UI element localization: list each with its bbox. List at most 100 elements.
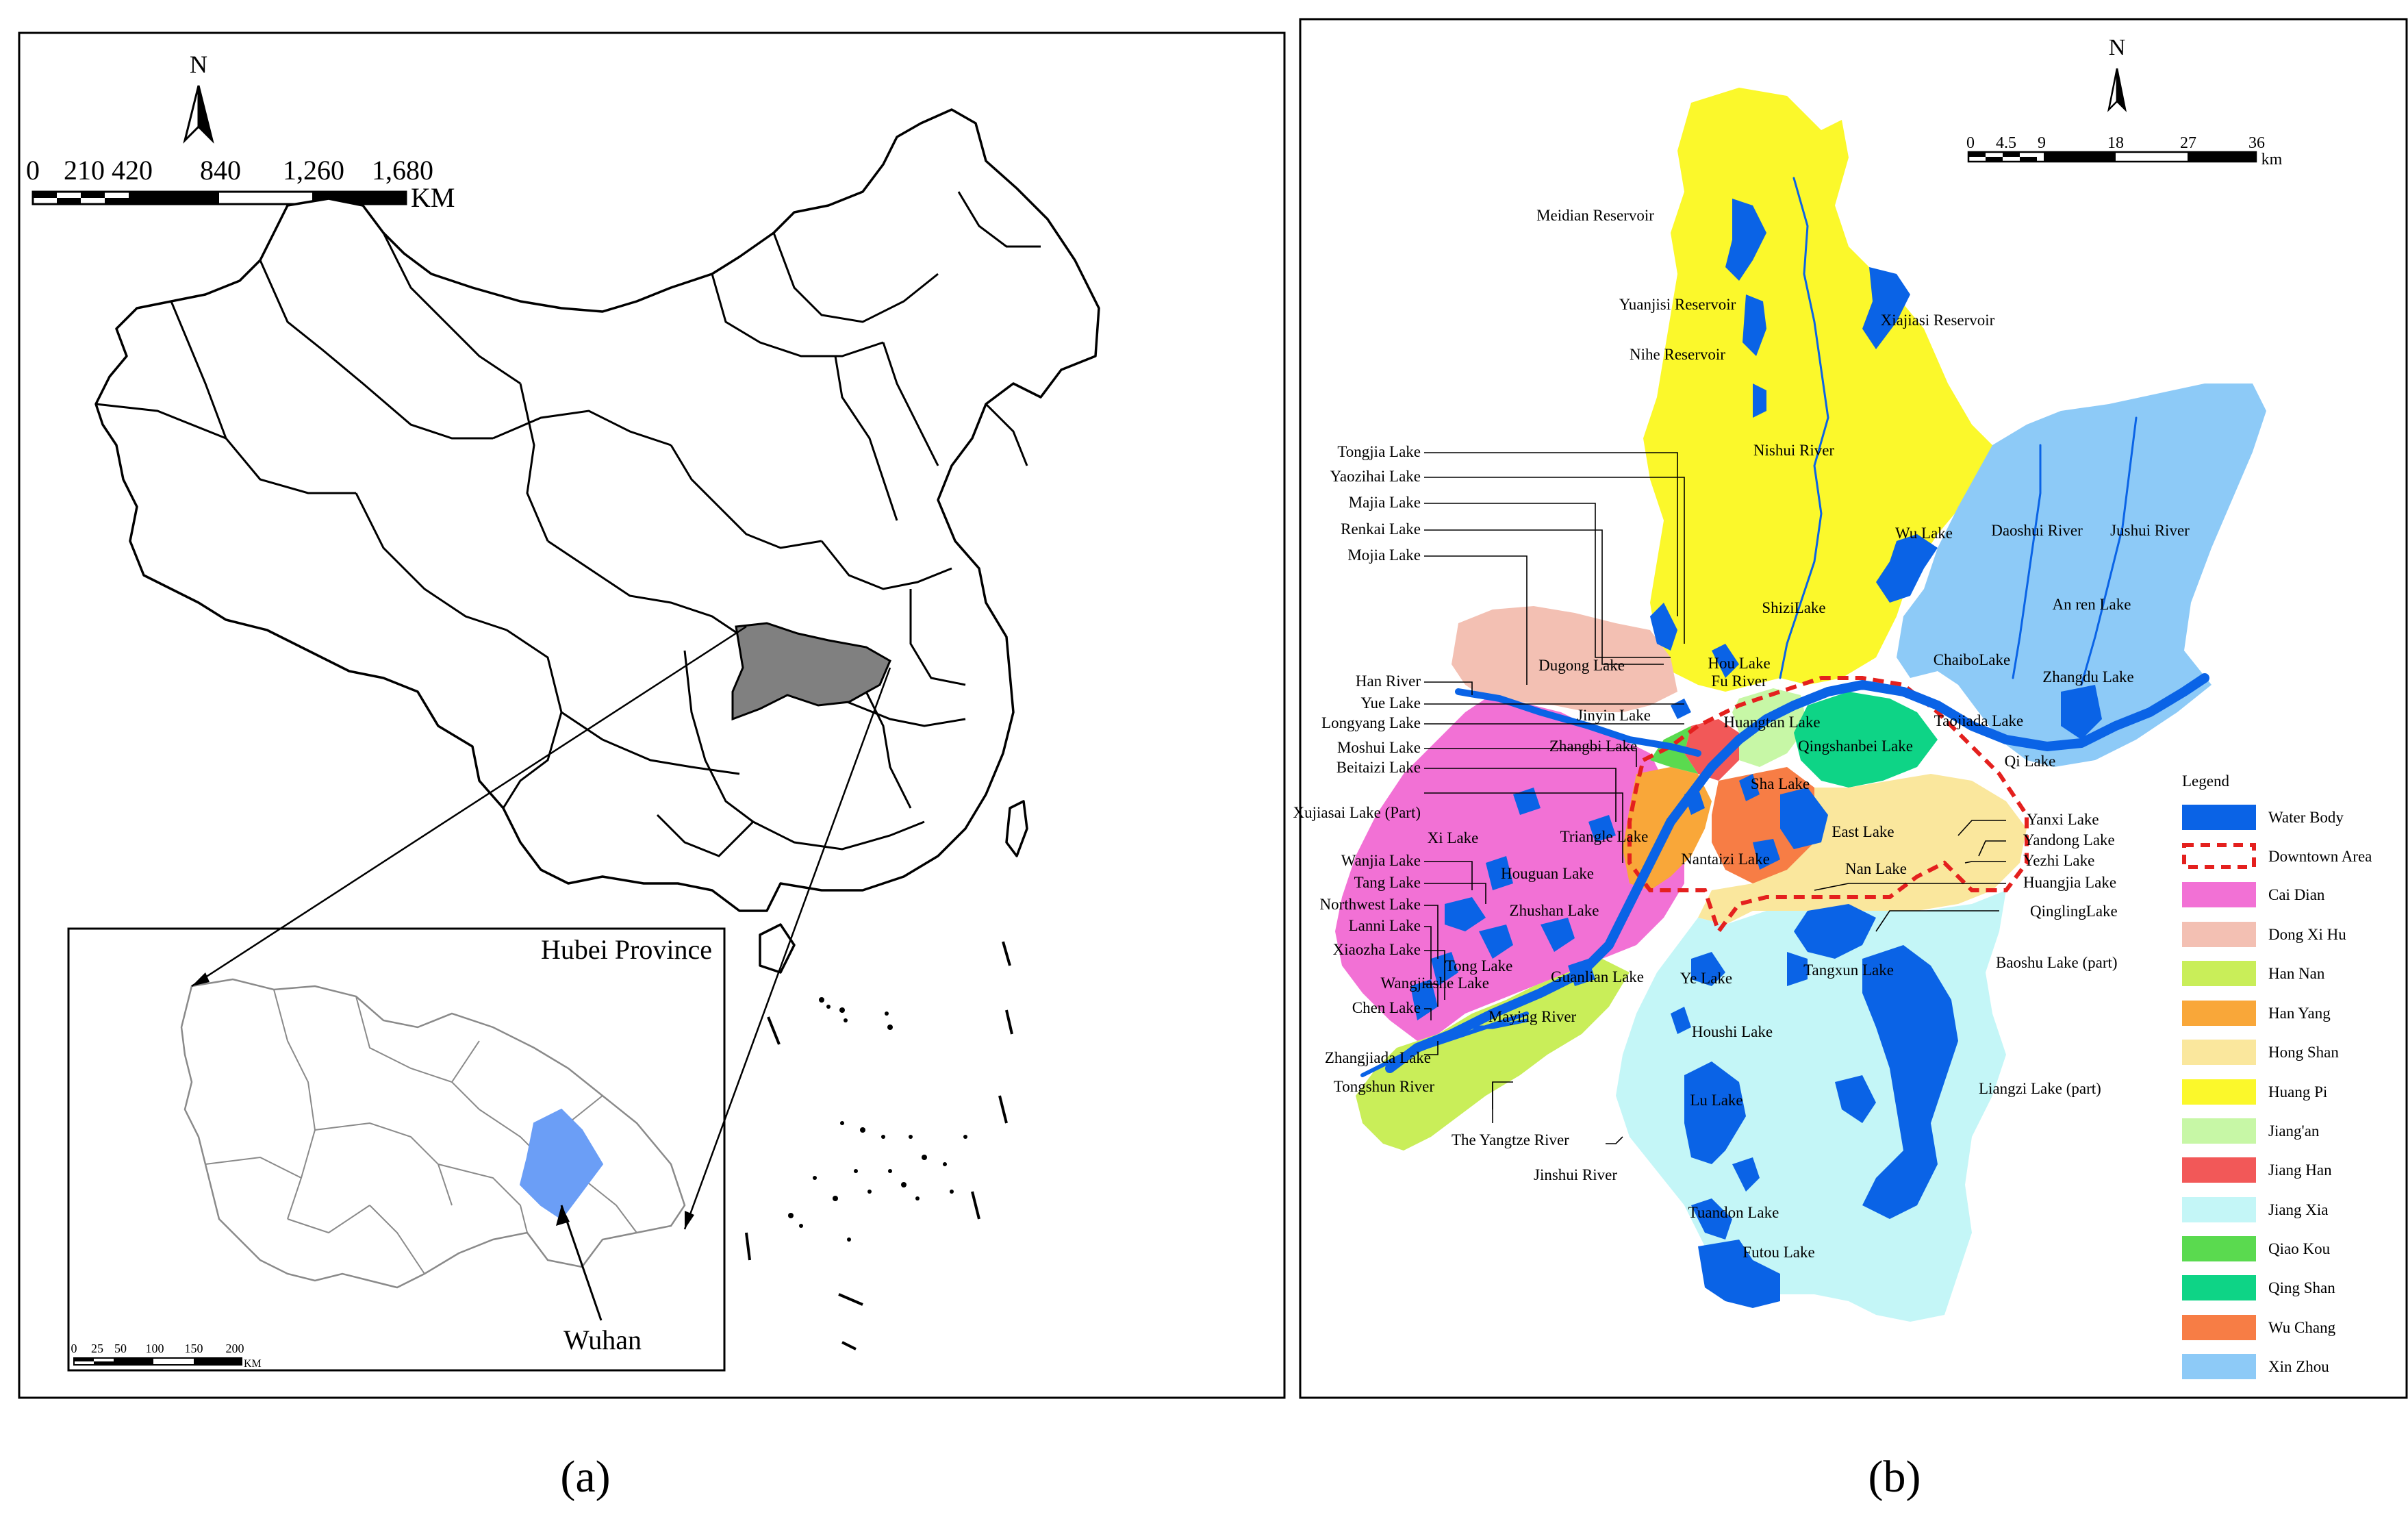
map-label: Jushui River — [2110, 522, 2190, 539]
map-label: Sha Lake — [1751, 775, 1810, 792]
map-label: Xi Lake — [1428, 829, 1479, 846]
leader-label: Yaozihai Lake — [1330, 468, 1421, 485]
map-label: Fu River — [1711, 672, 1766, 690]
legend-swatch-qiao-kou — [2182, 1236, 2256, 1261]
map-label: Ye Lake — [1680, 970, 1732, 987]
leader-label: Yanxi Lake — [2027, 811, 2099, 828]
map-label: Maying River — [1488, 1008, 1577, 1025]
map-label: Meidian Reservoir — [1536, 207, 1654, 224]
leader-label: Renkai Lake — [1341, 520, 1421, 538]
legend-item-label: Qiao Kou — [2268, 1240, 2331, 1257]
scale-b-tick-4: 27 — [2180, 134, 2196, 152]
legend-title: Legend — [2182, 772, 2229, 790]
scale-b-tick-5: 36 — [2248, 134, 2265, 152]
scale-b-tick-1: 4.5 — [1996, 134, 2016, 152]
han-river — [1455, 688, 1701, 757]
leader-label: Beitaizi Lake — [1336, 759, 1421, 776]
leader-label: Tongshun River — [1334, 1078, 1435, 1095]
north-label-a: N — [190, 51, 207, 78]
inset-scale-unit: KM — [244, 1358, 262, 1370]
leader-label-group-left: Tongjia Lake Yaozihai Lake Majia Lake Re… — [1293, 443, 2118, 1183]
scale-a-tick-4: 1,260 — [283, 155, 344, 186]
panel-a-caption: (a) — [560, 1452, 610, 1502]
legend-swatch-wu-chang — [2182, 1315, 2256, 1340]
scale-a-tick-3: 840 — [200, 155, 241, 186]
leader-label: Yue Lake — [1361, 694, 1421, 712]
legend-item-label: Water Body — [2268, 809, 2344, 826]
map-label: Nan Lake — [1845, 860, 1907, 877]
map-label: Daoshui River — [1991, 522, 2083, 539]
legend-item-label: Hong Shan — [2268, 1044, 2339, 1061]
legend-item-label: Jiang Han — [2268, 1161, 2332, 1179]
scale-b-tick-3: 18 — [2107, 134, 2124, 152]
map-label: Yuanjisi Reservoir — [1619, 296, 1736, 313]
district-qing-shan — [1794, 692, 1938, 788]
inset-title: Hubei Province — [541, 934, 712, 965]
legend-item-label: Downtown Area — [2268, 848, 2372, 865]
leader-label: Wangjiashe Lake — [1381, 975, 1489, 992]
leader-lines — [1424, 452, 2006, 1144]
nine-dash-line — [745, 941, 1013, 1350]
legend-item-label: Jiang'an — [2268, 1122, 2320, 1140]
leader-label: Xujiasai Lake (Part) — [1293, 804, 1421, 821]
wuhan-pointer-arrow — [556, 1205, 603, 1321]
rivers — [1360, 177, 2209, 1077]
scale-a-tick-5: 1,680 — [372, 155, 433, 186]
legend-item-label: Xin Zhou — [2268, 1358, 2329, 1375]
map-label: Qi Lake — [2005, 753, 2056, 770]
legend-swatch-jiang-xia — [2182, 1197, 2256, 1222]
map-label: Lu Lake — [1690, 1092, 1742, 1109]
legend-swatch-cai-dian — [2182, 882, 2256, 907]
leader-label: Lanni Lake — [1349, 917, 1421, 934]
leader-label: Huangjia Lake — [2023, 874, 2116, 891]
hubei-highlight — [731, 622, 891, 721]
leader-label: Wanjia Lake — [1341, 852, 1421, 869]
leader-label: Northwest Lake — [1319, 896, 1421, 913]
leader-label: Han River — [1356, 672, 1421, 690]
map-label: Tangxun Lake — [1803, 961, 1894, 979]
leader-label: Mojia Lake — [1347, 546, 1421, 564]
inset-scale-tick-0: 0 — [71, 1342, 77, 1355]
map-label: East Lake — [1832, 823, 1894, 840]
taiwan-outline — [1005, 800, 1028, 857]
leader-label: Baoshu Lake (part) — [1996, 954, 2118, 971]
leader-label: Chen Lake — [1352, 999, 1421, 1016]
zoom-lines — [191, 625, 891, 1230]
map-label: Tong Lake — [1445, 957, 1513, 975]
north-label-b: N — [2109, 35, 2126, 60]
legend-swatch-hong-shan — [2182, 1040, 2256, 1065]
map-label: Taojiada Lake — [1934, 712, 2024, 729]
scale-a-unit: KM — [411, 182, 455, 213]
map-label: Zhangdu Lake — [2042, 668, 2133, 686]
map-label: Dugong Lake — [1538, 657, 1625, 674]
nishui-river — [1779, 177, 1829, 679]
water-bodies — [1410, 199, 2102, 1308]
inset-scale-tick-5: 200 — [226, 1342, 244, 1355]
tongshun-river — [1360, 1011, 1529, 1077]
legend-item-label: Wu Chang — [2268, 1319, 2336, 1336]
leader-label: Longyang Lake — [1321, 714, 1421, 731]
leader-label: Xiaozha Lake — [1333, 941, 1421, 958]
legend-item-label: Huang Pi — [2268, 1083, 2327, 1101]
map-label: Futou Lake — [1742, 1244, 1814, 1261]
district-jiang-han — [1684, 719, 1739, 781]
scale-b-unit: km — [2261, 151, 2283, 168]
south-china-sea-islands — [788, 997, 967, 1242]
map-label-group: Meidian Reservoir Yuanjisi Reservoir Nih… — [1428, 207, 2190, 1261]
province-boundaries — [95, 191, 1041, 857]
legend-item-label: Han Yang — [2268, 1005, 2331, 1022]
leader-label: Yandong Lake — [2023, 831, 2115, 849]
scale-bar-a — [31, 190, 407, 205]
district-dong-xi-hu — [1452, 606, 1677, 712]
district-xin-zhou — [1897, 384, 2266, 767]
map-label: ChaiboLake — [1934, 651, 2010, 668]
panel-b-caption: (b) — [1868, 1452, 1921, 1502]
leader-label: Jinshui River — [1534, 1166, 1617, 1183]
leader-label: Liangzi Lake (part) — [1979, 1080, 2101, 1097]
legend-swatch-qing-shan — [2182, 1275, 2256, 1300]
china-outline — [94, 108, 1100, 912]
map-label: ShiziLake — [1762, 599, 1825, 616]
daoshui-river — [2012, 444, 2042, 679]
map-label: Wu Lake — [1895, 525, 1953, 542]
